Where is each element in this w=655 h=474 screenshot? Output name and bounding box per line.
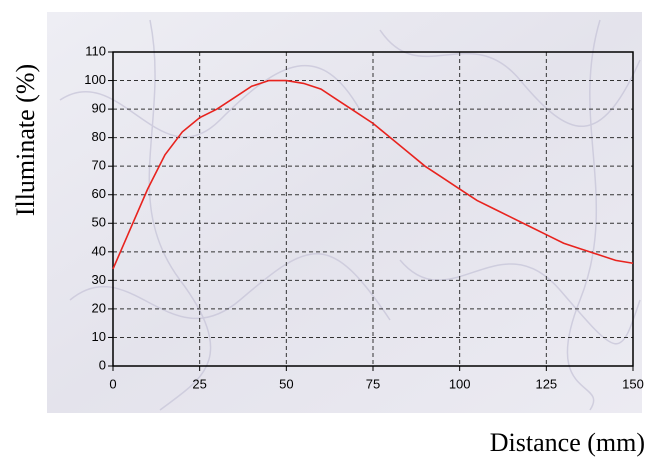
y-tick-label: 10 — [92, 329, 106, 344]
y-tick-label: 30 — [92, 272, 106, 287]
y-axis-label: Illuminate (%) — [11, 64, 40, 216]
y-tick-label: 40 — [92, 243, 106, 258]
x-tick-label: 100 — [449, 376, 471, 391]
x-tick-label: 50 — [279, 376, 293, 391]
y-tick-label: 20 — [92, 300, 106, 315]
marble-veins — [59, 19, 641, 411]
y-tick-label: 80 — [92, 129, 106, 144]
panel-background — [47, 12, 642, 413]
y-tick-label: 110 — [85, 43, 106, 58]
plot-area: 0 10 20 30 40 50 60 70 80 90 100 110 0 25 50 75 100 125 15… — [84, 43, 644, 391]
y-tick-label: 90 — [92, 101, 106, 116]
y-tick-label: 70 — [92, 158, 106, 173]
y-tick-label: 60 — [92, 186, 106, 201]
y-tick-label: 100 — [84, 72, 106, 87]
y-tick-label: 50 — [92, 215, 106, 230]
x-tick-label: 125 — [535, 376, 557, 391]
x-tick-label: 75 — [366, 376, 380, 391]
x-tick-label: 25 — [192, 376, 206, 391]
y-tick-label: 0 — [99, 357, 106, 372]
plot-frame — [112, 51, 634, 367]
x-tick-label: 150 — [622, 376, 644, 391]
data-line — [112, 79, 634, 270]
x-axis-label: Distance (mm) — [490, 428, 645, 457]
x-tick-label: 0 — [109, 376, 116, 391]
